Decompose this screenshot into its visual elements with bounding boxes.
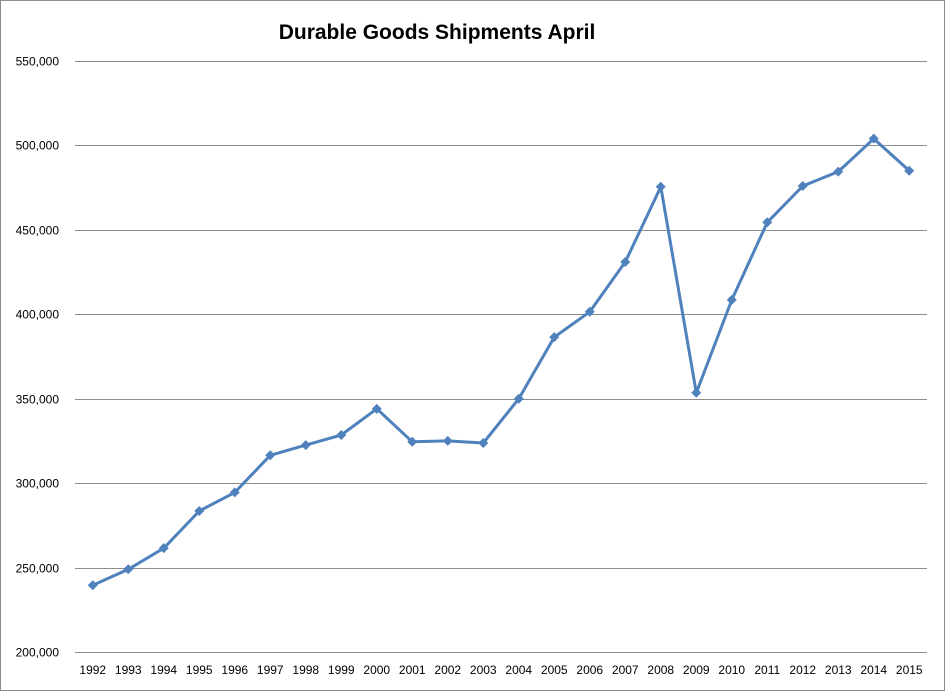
data-point — [371, 403, 382, 414]
x-tick-label: 2015 — [896, 663, 923, 677]
data-point — [265, 450, 276, 461]
data-point — [762, 217, 773, 228]
x-tick-label: 2013 — [825, 663, 852, 677]
x-axis-ticks: 1992 1993 1994 1995 1996 1997 1998 1999 2000 2001… — [79, 663, 923, 677]
data-point — [904, 165, 915, 176]
data-point — [584, 306, 595, 317]
x-tick-label: 2000 — [363, 663, 390, 677]
y-tick-label: 500,000 — [16, 139, 60, 153]
data-point — [513, 393, 524, 404]
x-tick-label: 1997 — [257, 663, 284, 677]
data-point — [478, 437, 489, 448]
x-tick-label: 2009 — [683, 663, 710, 677]
y-tick-label: 350,000 — [16, 393, 60, 407]
data-point — [691, 387, 702, 398]
x-tick-label: 2007 — [612, 663, 639, 677]
x-tick-label: 1996 — [221, 663, 248, 677]
x-tick-label: 1994 — [150, 663, 177, 677]
data-point — [726, 294, 737, 305]
y-tick-label: 400,000 — [16, 308, 60, 322]
x-tick-label: 1998 — [292, 663, 319, 677]
y-tick-label: 300,000 — [16, 477, 60, 491]
x-tick-label: 2003 — [470, 663, 497, 677]
data-point — [87, 580, 98, 591]
chart-title: Durable Goods Shipments April — [279, 21, 596, 44]
x-tick-label: 2006 — [576, 663, 603, 677]
x-tick-label: 2005 — [541, 663, 568, 677]
data-point — [620, 256, 631, 267]
data-point — [868, 133, 879, 144]
data-point — [123, 564, 134, 575]
x-tick-label: 2004 — [505, 663, 532, 677]
data-point — [833, 166, 844, 177]
data-point — [549, 332, 560, 343]
x-tick-label: 2002 — [434, 663, 461, 677]
x-tick-label: 2010 — [718, 663, 745, 677]
data-point — [442, 435, 453, 446]
x-tick-label: 2011 — [754, 663, 780, 677]
data-point — [797, 180, 808, 191]
data-point — [407, 436, 418, 447]
data-point — [194, 506, 205, 517]
series-layer — [87, 133, 915, 591]
y-tick-label: 200,000 — [16, 646, 60, 660]
data-point — [158, 543, 169, 554]
data-point — [300, 440, 311, 451]
gridlines — [75, 61, 927, 653]
x-tick-label: 2012 — [789, 663, 816, 677]
data-point — [336, 430, 347, 441]
y-axis-ticks: 200,000 250,000 300,000 350,000 400,000 450,0… — [16, 55, 60, 660]
x-tick-label: 2001 — [399, 663, 426, 677]
data-point — [229, 487, 240, 498]
y-tick-label: 250,000 — [16, 562, 60, 576]
x-tick-label: 1995 — [186, 663, 213, 677]
y-tick-label: 450,000 — [16, 224, 60, 238]
x-tick-label: 2014 — [860, 663, 887, 677]
x-tick-label: 1999 — [328, 663, 355, 677]
y-tick-label: 550,000 — [16, 55, 60, 69]
x-tick-label: 1992 — [79, 663, 106, 677]
data-point — [655, 181, 666, 192]
series-line — [92, 137, 911, 587]
x-tick-label: 2008 — [647, 663, 674, 677]
x-tick-label: 1993 — [115, 663, 142, 677]
